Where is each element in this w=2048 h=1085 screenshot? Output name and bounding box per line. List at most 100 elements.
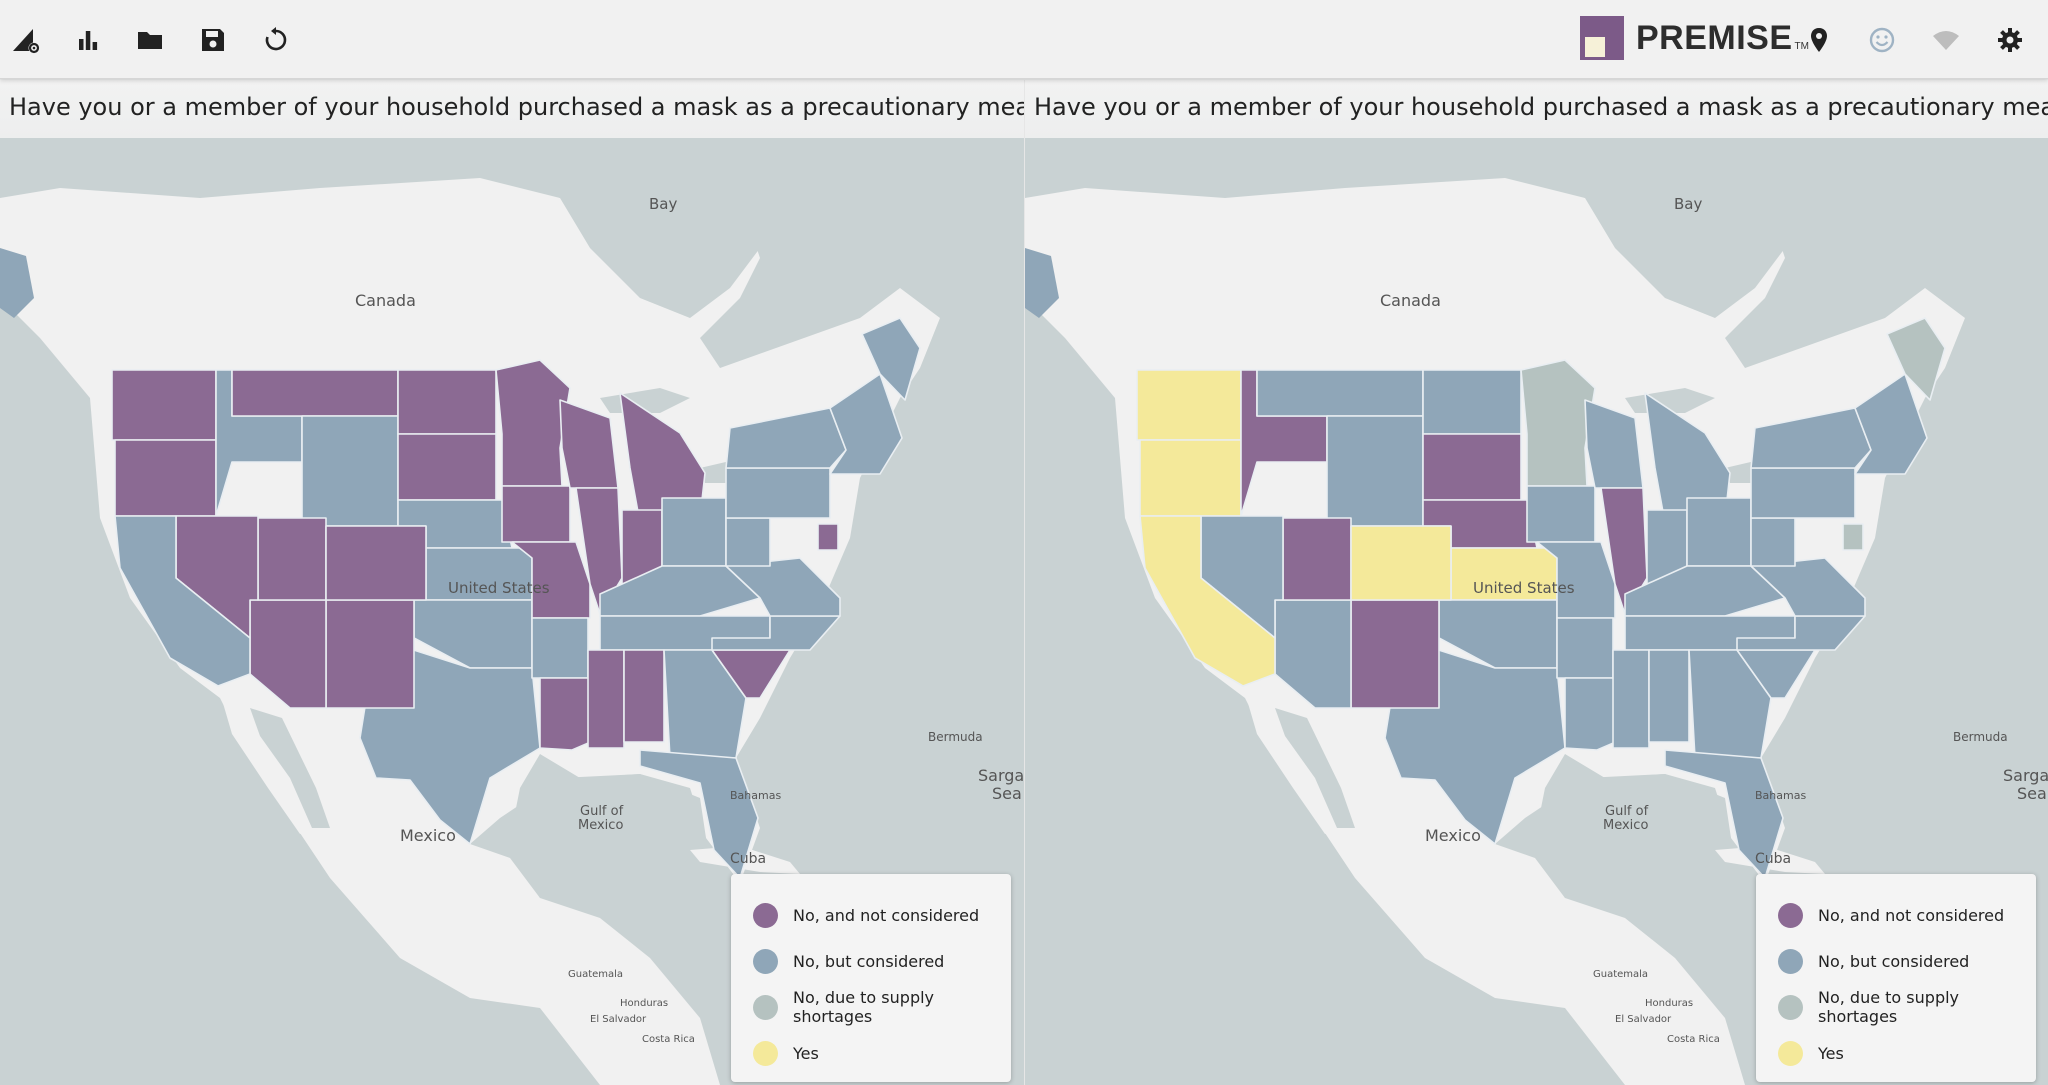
map-label-costa-rica: Costa Rica [1667, 1034, 1720, 1045]
map-label-bahamas: Bahamas [1755, 789, 1806, 802]
location-pin-icon[interactable] [1799, 20, 1839, 60]
state-region-wv[interactable] [725, 517, 771, 567]
map-legend: No, and not considered No, but considere… [731, 874, 1011, 1082]
map-label-honduras: Honduras [620, 998, 668, 1009]
legend-item: No, and not considered [753, 892, 1011, 938]
smiley-icon[interactable] [1862, 20, 1902, 60]
state-region-sd[interactable] [397, 433, 497, 501]
state-region-mt[interactable] [231, 369, 399, 417]
state-region-pa[interactable] [725, 467, 831, 519]
state-region-mn[interactable] [495, 359, 571, 487]
map-label-bermuda: Bermuda [928, 730, 983, 744]
state-region-va[interactable] [1750, 557, 1866, 617]
state-region-nm[interactable] [1350, 599, 1440, 709]
state-region-wa[interactable] [111, 369, 217, 441]
legend-item: No, due to supply shortages [1778, 984, 2036, 1030]
state-region-mt[interactable] [1256, 369, 1424, 417]
state-region-co[interactable] [325, 525, 427, 601]
map-label-guatemala: Guatemala [568, 969, 623, 980]
state-region-ca[interactable] [1139, 515, 1276, 687]
map-label-gulf-of-mexico-1: Gulf of [580, 804, 624, 819]
state-region-nj[interactable] [1842, 523, 1864, 551]
legend-swatch [753, 902, 778, 928]
state-region-mo[interactable] [511, 541, 591, 619]
gulf-of-mexico [1495, 774, 1731, 898]
state-region-va[interactable] [725, 557, 841, 617]
state-region-ga[interactable] [1688, 649, 1772, 759]
map-label-sargasso-1: Sarga [978, 766, 1024, 785]
state-region-sd[interactable] [1422, 433, 1522, 501]
state-region-ms[interactable] [587, 649, 625, 749]
state-region-al[interactable] [1648, 649, 1690, 743]
chart-settings-icon[interactable] [6, 20, 46, 60]
state-region-al[interactable] [623, 649, 665, 743]
state-region-ia[interactable] [1526, 485, 1596, 543]
state-region-nm[interactable] [325, 599, 415, 709]
state-region-ca[interactable] [114, 515, 251, 687]
state-region-nd[interactable] [397, 369, 497, 435]
legend-label: No, but considered [1818, 951, 1970, 971]
legend-item: No, and not considered [1778, 892, 2036, 938]
legend-item: No, but considered [753, 938, 1011, 984]
save-icon[interactable] [193, 20, 233, 60]
state-region-oh[interactable] [1686, 497, 1752, 567]
map-panel-right[interactable]: Have you or a member of your household p… [1024, 80, 2048, 1085]
state-region-mo[interactable] [1536, 541, 1616, 619]
map-label-sargasso-2: Sea [2017, 784, 2047, 803]
map-label-gulf-of-mexico-2: Mexico [578, 818, 623, 833]
state-region-mn[interactable] [1520, 359, 1596, 487]
bar-chart-icon[interactable] [68, 20, 108, 60]
state-region-pa[interactable] [1750, 467, 1856, 519]
state-region-me[interactable] [1886, 317, 1946, 401]
map-label-guatemala: Guatemala [1593, 969, 1648, 980]
folder-icon[interactable] [130, 20, 170, 60]
state-region-or[interactable] [114, 439, 217, 517]
state-region-ms[interactable] [1612, 649, 1650, 749]
map-label-gulf-of-mexico-1: Gulf of [1605, 804, 1649, 819]
legend-item: Yes [753, 1030, 1011, 1076]
legend-swatch [1778, 902, 1803, 928]
legend-item: No, but considered [1778, 938, 2036, 984]
map-label-canada: Canada [1380, 291, 1441, 310]
wifi-icon[interactable] [1926, 20, 1966, 60]
state-region-ia[interactable] [501, 485, 571, 543]
state-region-ny[interactable] [725, 407, 847, 469]
state-region-ga[interactable] [663, 649, 747, 759]
refresh-icon[interactable] [256, 20, 296, 60]
state-region-la[interactable] [1564, 677, 1626, 751]
state-region-wv[interactable] [1750, 517, 1796, 567]
state-region-oh[interactable] [661, 497, 727, 567]
state-region-ut[interactable] [1282, 517, 1352, 601]
state-region-ar[interactable] [531, 617, 589, 679]
baja-california [218, 686, 312, 834]
legend-label: No, and not considered [793, 905, 980, 925]
coastal-region [1025, 248, 1059, 318]
state-region-wy[interactable] [301, 415, 399, 527]
state-region-ar[interactable] [1556, 617, 1614, 679]
gear-icon[interactable] [1990, 20, 2030, 60]
state-region-fl[interactable] [1664, 749, 1784, 879]
legend-swatch [753, 948, 778, 974]
state-region-la[interactable] [539, 677, 601, 751]
map-label-el-salvador: El Salvador [1615, 1014, 1672, 1025]
state-region-fl[interactable] [639, 749, 759, 879]
map-label-bay: Bay [649, 195, 677, 213]
state-region-nj[interactable] [817, 523, 839, 551]
legend-label: No, and not considered [1818, 905, 2005, 925]
baja-california [1243, 686, 1337, 834]
state-region-wa[interactable] [1136, 369, 1242, 441]
state-region-nd[interactable] [1422, 369, 1522, 435]
state-region-ny[interactable] [1750, 407, 1872, 469]
map-label-sargasso-2: Sea [992, 784, 1022, 803]
state-region-wy[interactable] [1326, 415, 1424, 527]
map-label-united-states: United States [1473, 579, 1575, 597]
state-region-co[interactable] [1350, 525, 1452, 601]
map-label-united-states: United States [448, 579, 550, 597]
brand-trademark: TM [1794, 41, 1809, 52]
state-region-me[interactable] [861, 317, 921, 401]
state-region-or[interactable] [1139, 439, 1242, 517]
map-panel-left[interactable]: Have you or a member of your household p… [0, 80, 1024, 1085]
legend-label: No, due to supply shortages [1818, 988, 1960, 1026]
map-label-bermuda: Bermuda [1953, 730, 2008, 744]
state-region-ut[interactable] [257, 517, 327, 601]
